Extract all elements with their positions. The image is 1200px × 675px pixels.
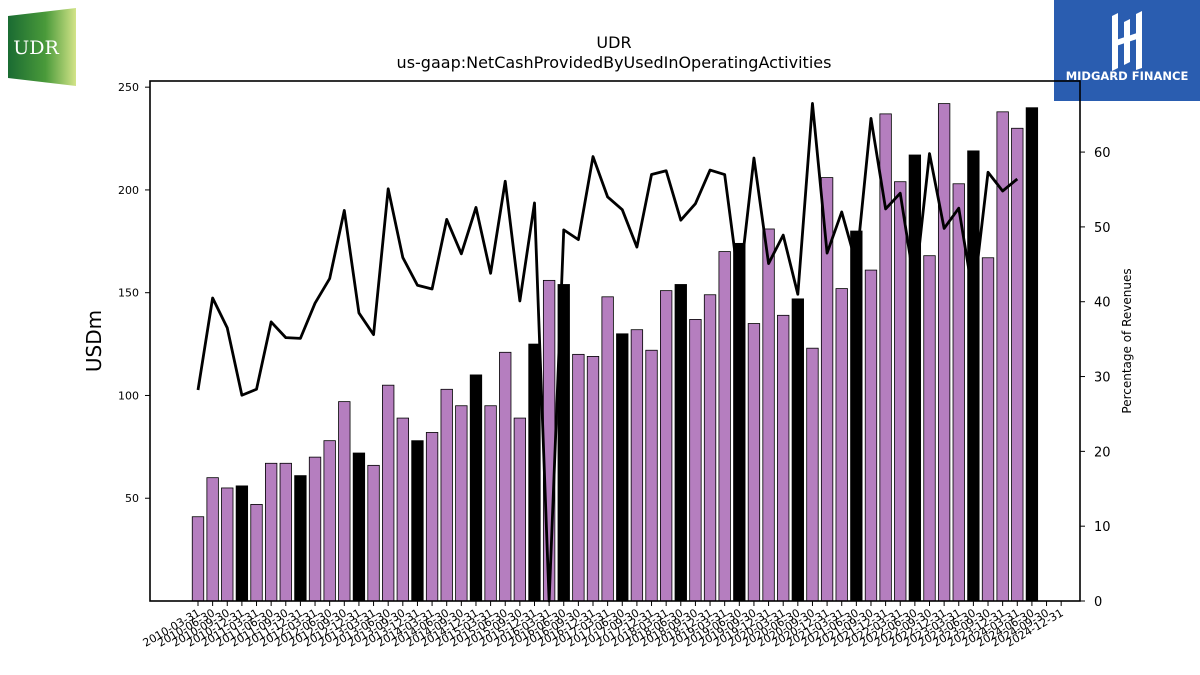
bar-26 xyxy=(572,353,585,602)
bar-45 xyxy=(850,230,863,602)
bar-21 xyxy=(499,351,512,602)
midgard-logo-text: MIDGARD FINANCE xyxy=(1066,69,1189,83)
bar-32 xyxy=(660,290,673,602)
bar-10 xyxy=(338,401,351,602)
bar-54 xyxy=(981,257,995,602)
bar-16 xyxy=(425,432,439,602)
bar-41 xyxy=(791,298,804,602)
bar-13 xyxy=(382,384,395,602)
bar-14 xyxy=(396,417,409,602)
y2-axis-label: Percentage of Revenues xyxy=(1120,268,1134,413)
bar-27 xyxy=(586,356,600,602)
bar-series xyxy=(191,103,1039,602)
chart-title: UDR xyxy=(596,33,631,52)
bar-8 xyxy=(308,456,322,602)
y-axis-label: USDm xyxy=(82,310,106,372)
bar-5 xyxy=(264,462,278,602)
bar-18 xyxy=(455,405,468,602)
bar-3 xyxy=(235,485,249,602)
y-tick-label-1: 100 xyxy=(118,389,139,402)
plot-frame xyxy=(149,80,1081,602)
bar-48 xyxy=(894,181,907,602)
udr-logo: UDR xyxy=(8,8,76,86)
bar-28 xyxy=(601,296,614,602)
bar-42 xyxy=(806,347,819,602)
y-tick-label-3: 200 xyxy=(118,184,139,197)
midgard-finance-logo: MIDGARD FINANCE xyxy=(1054,0,1200,101)
bar-51 xyxy=(937,103,951,602)
bar-53 xyxy=(967,150,980,602)
bar-30 xyxy=(630,329,644,602)
bar-34 xyxy=(689,319,702,602)
bar-1 xyxy=(206,477,219,602)
bar-29 xyxy=(616,333,629,602)
bar-49 xyxy=(908,154,922,602)
bar-31 xyxy=(645,349,658,602)
bar-20 xyxy=(484,405,497,602)
bar-36 xyxy=(718,251,731,602)
y-tick-label-0: 50 xyxy=(125,492,139,505)
bar-9 xyxy=(323,440,336,602)
bar-7 xyxy=(294,475,307,602)
bar-38 xyxy=(747,323,761,602)
bar-52 xyxy=(952,183,965,602)
bar-12 xyxy=(367,464,380,602)
bar-56 xyxy=(1011,127,1024,602)
bar-33 xyxy=(674,284,687,602)
bar-15 xyxy=(411,440,424,602)
y2-tick-label-2: 20 xyxy=(1094,445,1111,460)
bar-17 xyxy=(440,388,453,602)
y-tick-label-4: 250 xyxy=(118,81,139,94)
udr-logo-text: UDR xyxy=(13,37,59,59)
bar-0 xyxy=(191,516,205,602)
chart-subtitle: us-gaap:NetCashProvidedByUsedInOperating… xyxy=(397,53,832,72)
bar-23 xyxy=(528,343,541,602)
bar-40 xyxy=(777,314,790,602)
midgard-mark-icon xyxy=(1112,11,1142,71)
y2-tick-label-5: 50 xyxy=(1094,221,1111,236)
bar-46 xyxy=(864,269,878,602)
y2-tick-label-6: 60 xyxy=(1094,146,1111,161)
line-series xyxy=(196,102,1019,603)
bar-35 xyxy=(703,294,717,602)
y-tick-label-2: 150 xyxy=(118,287,139,300)
bar-19 xyxy=(469,374,483,602)
bar-11 xyxy=(352,452,366,602)
bar-39 xyxy=(762,228,775,602)
bar-37 xyxy=(733,242,746,602)
bar-6 xyxy=(279,462,292,602)
y2-tick-label-1: 10 xyxy=(1094,520,1111,535)
y2-tick-label-4: 40 xyxy=(1094,296,1111,311)
bar-2 xyxy=(221,487,234,602)
bar-22 xyxy=(513,417,527,602)
percentage-line xyxy=(196,102,1019,603)
bar-4 xyxy=(250,503,263,602)
bar-57 xyxy=(1025,107,1039,602)
bar-44 xyxy=(835,288,848,602)
bar-24 xyxy=(542,279,556,602)
y2-tick-label-0: 0 xyxy=(1094,595,1102,610)
bar-50 xyxy=(923,255,936,602)
y2-tick-label-3: 30 xyxy=(1094,371,1111,386)
